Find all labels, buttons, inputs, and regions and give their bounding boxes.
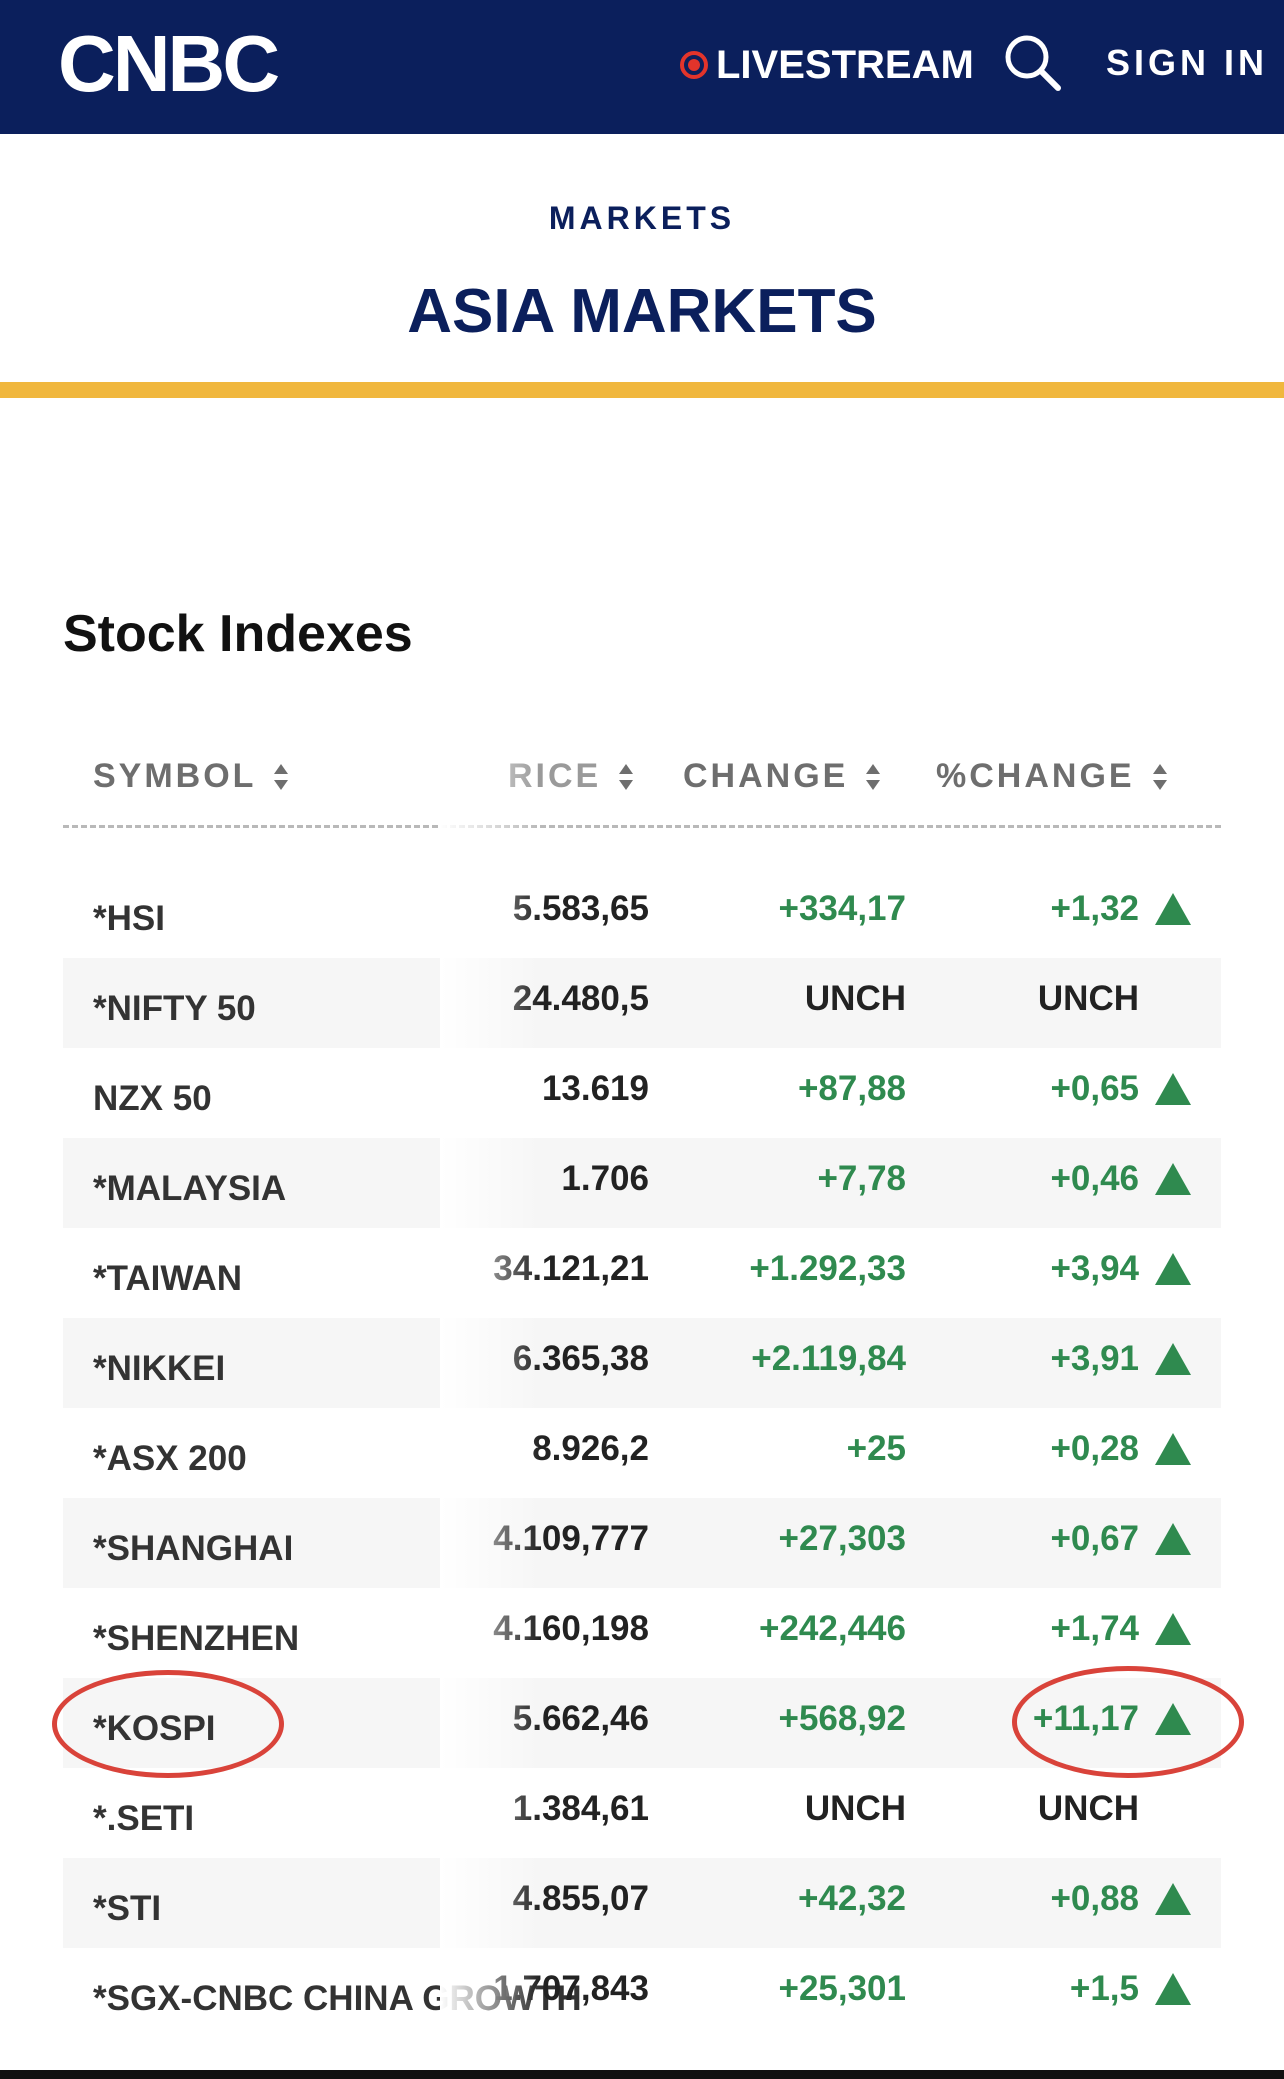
change-value: +568,92: [778, 1699, 907, 1738]
price-value: 4.855,07: [512, 1879, 649, 1918]
table-row[interactable]: *SHENZHEN 4.160,198 +242,446 +1,74: [63, 1588, 1221, 1678]
price-value: 4.160,198: [493, 1609, 649, 1648]
price-value: 34.121,21: [493, 1249, 649, 1288]
table-row[interactable]: *MALAYSIA 1.706 +7,78 +0,46: [63, 1138, 1221, 1228]
symbol-link[interactable]: *HSI: [93, 899, 165, 938]
change-value: UNCH: [804, 979, 906, 1018]
table-row[interactable]: NZX 50 13.619 +87,88 +0,65: [63, 1048, 1221, 1138]
up-arrow-icon: [1155, 1224, 1191, 1314]
price-value: 1.707,843: [493, 1969, 649, 2008]
price-value: 5.583,65: [512, 889, 649, 928]
price-value: 8.926,2: [532, 1429, 649, 1468]
column-label: CHANGE: [683, 757, 849, 795]
column-label: SYMBOL: [93, 757, 257, 795]
symbol-link[interactable]: *SHANGHAI: [93, 1529, 294, 1568]
live-dot-icon: [680, 51, 708, 79]
up-arrow-icon: [1155, 1854, 1191, 1944]
sort-icon: [1152, 763, 1167, 790]
search-icon[interactable]: [1000, 30, 1064, 94]
symbol-link[interactable]: *SHENZHEN: [93, 1619, 300, 1658]
sort-icon: [274, 763, 289, 790]
title-divider: [0, 382, 1284, 398]
up-arrow-icon: [1155, 1404, 1191, 1494]
pct-change-value: +1,32: [1050, 889, 1139, 928]
pct-change-value: UNCH: [1037, 1789, 1139, 1828]
change-value: +334,17: [778, 889, 907, 928]
change-value: +42,32: [797, 1879, 906, 1918]
price-value: 4.109,777: [493, 1519, 649, 1558]
pct-change-value: UNCH: [1037, 979, 1139, 1018]
section-title: Stock Indexes: [63, 605, 413, 663]
symbol-link[interactable]: *STI: [93, 1889, 162, 1928]
change-value: +25,301: [778, 1969, 907, 2008]
pct-change-value: +0,65: [1050, 1069, 1139, 1108]
pct-change-value: +0,67: [1050, 1519, 1139, 1558]
up-arrow-icon: [1155, 1134, 1191, 1224]
pct-change-value: +0,28: [1050, 1429, 1139, 1468]
up-arrow-icon: [1155, 1494, 1191, 1584]
up-arrow-icon: [1155, 864, 1191, 954]
table-header: SYMBOL RICE CHANGE %CHANGE: [63, 745, 1221, 828]
pct-change-value: +1,74: [1050, 1609, 1139, 1648]
breadcrumb-markets[interactable]: MARKETS: [548, 200, 736, 236]
pct-change-value: +0,46: [1050, 1159, 1139, 1198]
livestream-label: LIVESTREAM: [716, 42, 974, 87]
symbol-link[interactable]: *ASX 200: [93, 1439, 247, 1478]
table-row[interactable]: *NIFTY 50 24.480,5 UNCH UNCH: [63, 958, 1221, 1048]
pct-change-value: +1,5: [1069, 1969, 1139, 2008]
sort-icon: [619, 763, 634, 790]
cnbc-logo[interactable]: CNBC: [58, 19, 280, 108]
price-value: 1.706: [561, 1159, 649, 1198]
annotation-circle-pct-change: [1012, 1666, 1244, 1778]
sort-icon: [866, 763, 881, 790]
up-arrow-icon: [1155, 1314, 1191, 1404]
price-value: 24.480,5: [512, 979, 649, 1018]
change-value: +2.119,84: [751, 1339, 906, 1378]
sign-in-button[interactable]: SIGN IN: [1106, 42, 1269, 83]
pct-change-value: +3,94: [1050, 1249, 1139, 1288]
symbol-link[interactable]: NZX 50: [93, 1079, 212, 1118]
price-value: 13.619: [541, 1069, 649, 1108]
column-header-price[interactable]: RICE: [508, 757, 634, 796]
change-value: +1.292,33: [749, 1249, 906, 1288]
table-row[interactable]: *SHANGHAI 4.109,777 +27,303 +0,67: [63, 1498, 1221, 1588]
table-row[interactable]: *ASX 200 8.926,2 +25 +0,28: [63, 1408, 1221, 1498]
index-table-body: *HSI 5.583,65 +334,17 +1,32 *NIFTY 50 24.480,…: [63, 868, 1221, 2038]
change-value: +25: [846, 1429, 906, 1468]
column-header-pct-change[interactable]: %CHANGE: [936, 757, 1167, 796]
up-arrow-icon: [1155, 1044, 1191, 1134]
symbol-link[interactable]: *MALAYSIA: [93, 1169, 287, 1208]
change-value: +242,446: [759, 1609, 906, 1648]
table-row[interactable]: *NIKKEI 6.365,38 +2.119,84 +3,91: [63, 1318, 1221, 1408]
annotation-circle-kospi: [52, 1670, 284, 1778]
change-value: +7,78: [817, 1159, 906, 1198]
table-row[interactable]: *STI 4.855,07 +42,32 +0,88: [63, 1858, 1221, 1948]
change-value: +87,88: [797, 1069, 906, 1108]
column-header-symbol[interactable]: SYMBOL: [93, 757, 289, 796]
symbol-link[interactable]: *.SETI: [93, 1799, 195, 1838]
column-header-change[interactable]: CHANGE: [683, 757, 881, 796]
symbol-link[interactable]: *NIKKEI: [93, 1349, 226, 1388]
symbol-link[interactable]: *TAIWAN: [93, 1259, 243, 1298]
table-row[interactable]: *.SETI 1.384,61 UNCH UNCH: [63, 1768, 1221, 1858]
price-value: 6.365,38: [512, 1339, 649, 1378]
up-arrow-icon: [1155, 1944, 1191, 2034]
change-value: +27,303: [778, 1519, 907, 1558]
page-title: ASIA MARKETS: [407, 277, 877, 346]
change-value: UNCH: [804, 1789, 906, 1828]
table-row[interactable]: *SGX-CNBC CHINA GROWTH 1.707,843 +25,301 +1…: [63, 1948, 1221, 2038]
table-row[interactable]: *TAIWAN 34.121,21 +1.292,33 +3,94: [63, 1228, 1221, 1318]
bottom-edge: [0, 2070, 1284, 2079]
price-value: 1.384,61: [512, 1789, 649, 1828]
price-value: 5.662,46: [512, 1699, 649, 1738]
symbol-link[interactable]: *NIFTY 50: [93, 989, 256, 1028]
column-label: RICE: [508, 757, 602, 795]
pct-change-value: +0,88: [1050, 1879, 1139, 1918]
top-nav-bar: CNBC LIVESTREAM SIGN IN: [0, 0, 1284, 134]
pct-change-value: +3,91: [1050, 1339, 1139, 1378]
up-arrow-icon: [1155, 1584, 1191, 1674]
livestream-link[interactable]: LIVESTREAM: [680, 40, 974, 90]
column-label: %CHANGE: [936, 757, 1135, 795]
table-row[interactable]: *HSI 5.583,65 +334,17 +1,32: [63, 868, 1221, 958]
